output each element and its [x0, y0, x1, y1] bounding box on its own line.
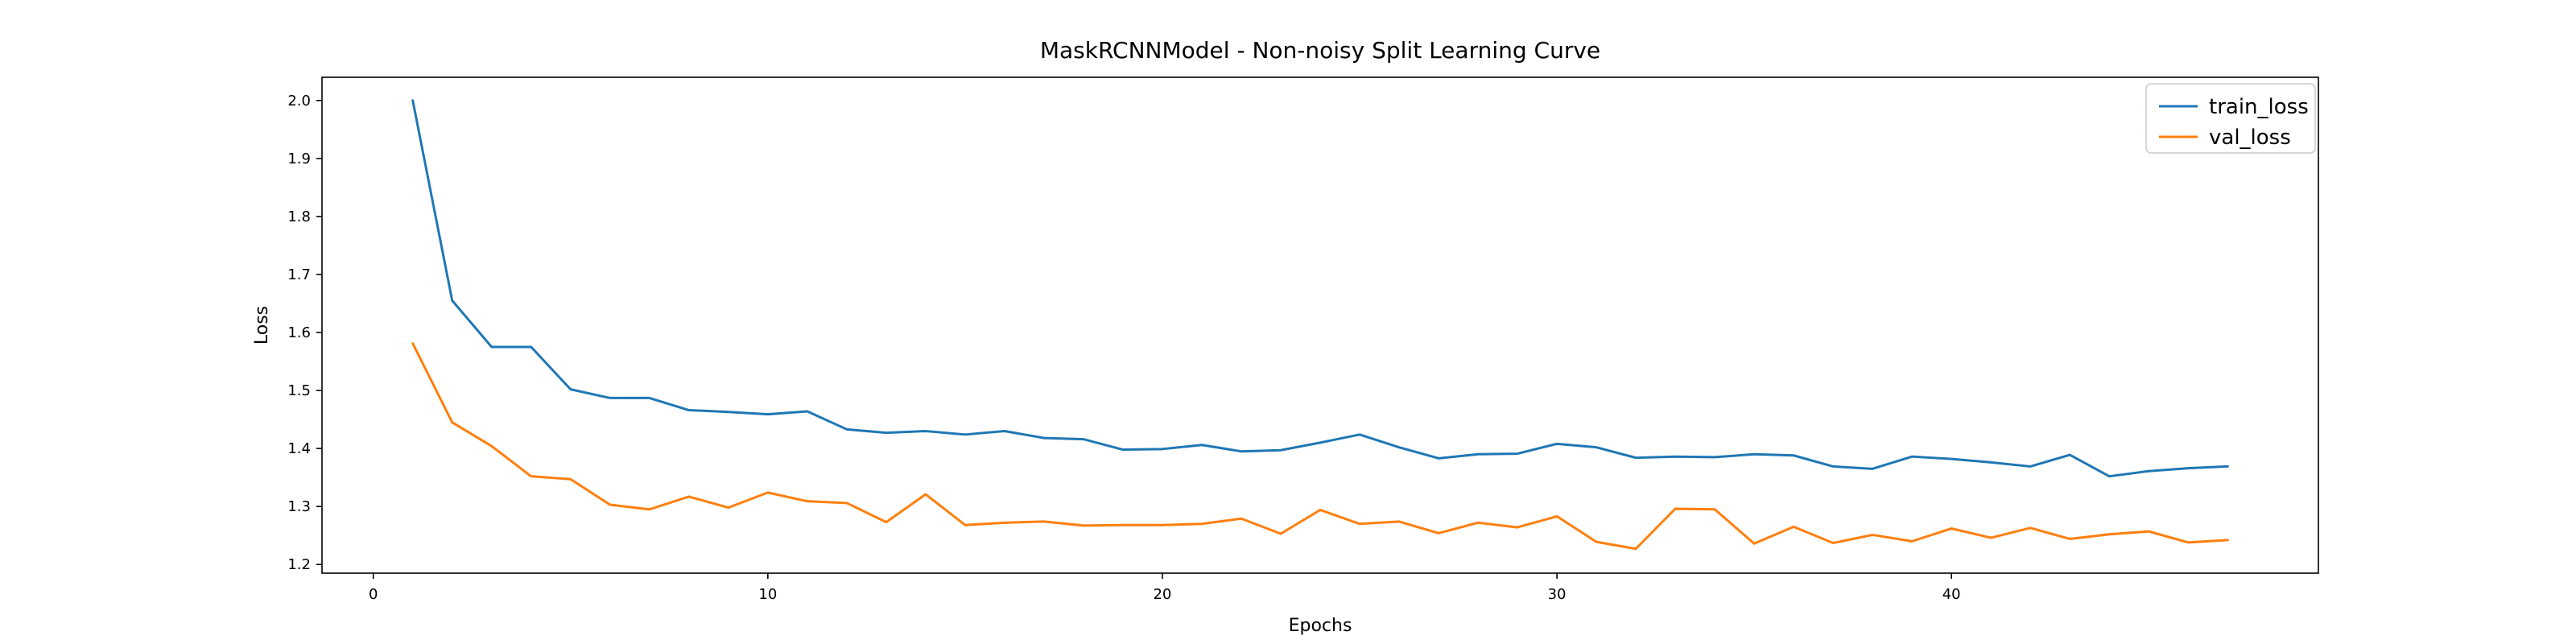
x-axis-ticks: 0 10 20 30 40 [369, 573, 1961, 603]
y-axis-label: Loss [252, 306, 272, 345]
y-tick-label: 1.2 [287, 556, 311, 573]
x-tick-label: 10 [758, 586, 777, 603]
y-tick-label: 1.9 [287, 151, 311, 167]
legend-label-train-loss: train_loss [2209, 95, 2309, 119]
y-tick-label: 1.3 [287, 498, 311, 515]
y-tick-label: 1.7 [287, 266, 311, 283]
x-tick-label: 40 [1942, 586, 1961, 603]
series-lines [411, 99, 2229, 551]
series-line-val-loss [411, 342, 2229, 551]
x-tick-label: 0 [369, 586, 378, 603]
y-tick-label: 1.6 [287, 324, 311, 341]
x-tick-label: 30 [1548, 586, 1567, 603]
y-tick-label: 1.4 [287, 440, 311, 457]
y-tick-label: 1.5 [287, 382, 311, 399]
chart-title: MaskRCNNModel - Non-noisy Split Learning… [1040, 37, 1600, 64]
x-axis-label: Epochs [1289, 616, 1352, 636]
y-axis-ticks: 1.2 1.3 1.4 1.5 1.6 1.7 1.8 1.9 2.0 [287, 93, 322, 573]
series-line-train-loss [411, 99, 2229, 478]
plot-area: 0 10 20 30 40 1.2 1.3 1.4 1.5 1.6 1.7 1.8 1.9 2.0 [287, 76, 2319, 603]
legend: train_loss val_loss [2145, 83, 2316, 154]
y-tick-label: 2.0 [287, 93, 311, 109]
x-tick-label: 20 [1153, 586, 1171, 603]
plot-frame [321, 76, 2319, 574]
legend-label-val-loss: val_loss [2209, 126, 2291, 150]
y-tick-label: 1.8 [287, 208, 311, 225]
